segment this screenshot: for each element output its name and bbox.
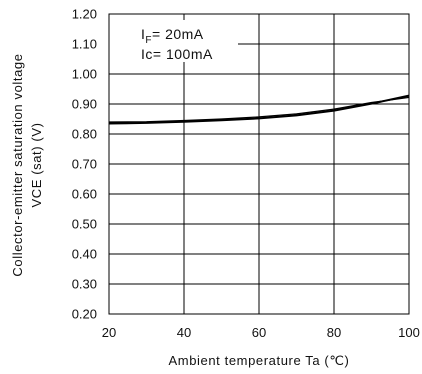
x-axis-title: Ambient temperature Ta (℃)	[169, 353, 350, 368]
x-tick-label: 100	[398, 325, 420, 340]
y-tick-label: 1.00	[72, 67, 97, 82]
series-line-1	[108, 94, 410, 125]
y-tick-label: 0.50	[72, 217, 97, 232]
legend-ic-label: Ic= 100mA	[141, 46, 213, 62]
y-axis-title-line2: VCE (sat) (V)	[29, 122, 44, 207]
x-tick-label: 80	[327, 325, 341, 340]
legend-if-label: IF= 20mA	[141, 26, 204, 46]
x-tick-label: 20	[102, 325, 116, 340]
x-tick-labels: 20 40 60 80 100	[102, 325, 420, 340]
y-tick-labels: 0.20 0.30 0.40 0.50 0.60 0.70 0.80 0.90 1.00 1.10…	[72, 7, 97, 322]
plot-frame	[108, 13, 410, 315]
y-tick-label: 0.20	[72, 307, 97, 322]
y-tick-label: 0.90	[72, 97, 97, 112]
y-tick-label: 1.20	[72, 7, 97, 22]
legend-if-letter: I	[141, 26, 145, 42]
x-tick-label: 40	[177, 325, 191, 340]
legend-box	[130, 20, 238, 62]
y-tick-label: 1.10	[72, 37, 97, 52]
y-axis-title-line1: Collector-emitter saturation voltage	[10, 53, 25, 276]
y-tick-label: 0.70	[72, 157, 97, 172]
legend-if-subscript: F	[145, 35, 152, 46]
x-tick-label: 60	[252, 325, 266, 340]
y-tick-label: 0.30	[72, 277, 97, 292]
legend-if-value: = 20mA	[152, 26, 204, 42]
y-tick-label: 0.60	[72, 187, 97, 202]
y-tick-label: 0.80	[72, 127, 97, 142]
y-tick-label: 0.40	[72, 247, 97, 262]
series-group	[108, 94, 410, 125]
series-line-2	[108, 96, 410, 123]
